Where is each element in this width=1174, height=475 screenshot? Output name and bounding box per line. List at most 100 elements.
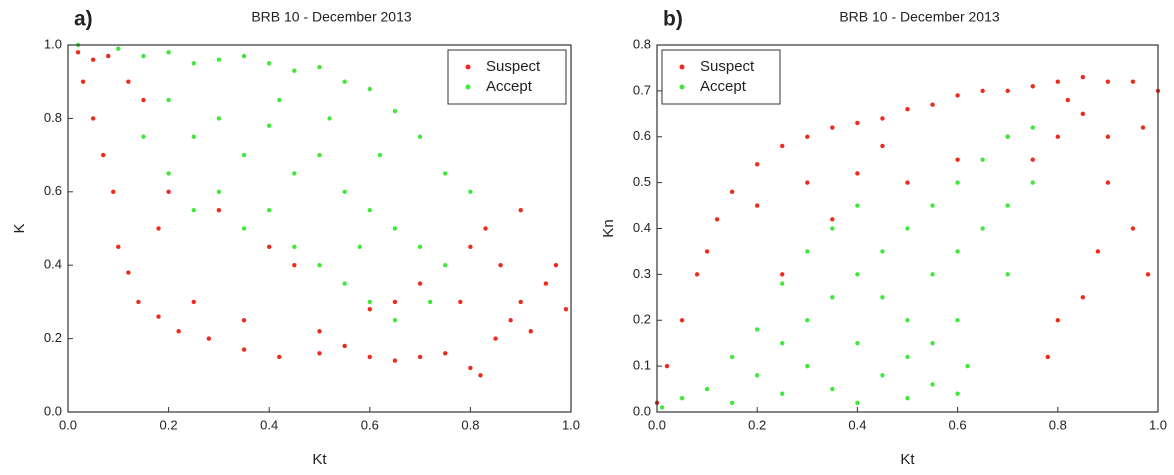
- point: [855, 400, 860, 406]
- point: [191, 134, 196, 139]
- point: [277, 354, 282, 360]
- point: [780, 143, 785, 149]
- point: [905, 180, 910, 185]
- legend-box: [447, 49, 567, 105]
- point: [805, 134, 810, 139]
- point: [1105, 180, 1111, 185]
- point: [216, 207, 222, 213]
- point: [141, 53, 146, 59]
- y-tick-label: 0.6: [633, 128, 651, 143]
- point: [357, 244, 362, 250]
- point: [1005, 134, 1010, 139]
- point: [166, 171, 171, 176]
- y-tick-label: 0.5: [633, 174, 651, 189]
- point: [955, 157, 960, 162]
- point: [116, 244, 121, 250]
- x-axis-label: Kt: [900, 451, 915, 468]
- point: [780, 281, 785, 286]
- y-axis-label: Kn: [600, 219, 617, 237]
- point: [805, 180, 810, 185]
- point: [880, 249, 885, 254]
- x-tick-label: 1.0: [562, 417, 580, 432]
- point: [880, 116, 885, 121]
- point: [1140, 125, 1146, 130]
- point: [191, 207, 196, 213]
- point: [1030, 180, 1035, 185]
- point: [176, 329, 181, 334]
- point: [458, 299, 463, 305]
- point: [1095, 249, 1101, 254]
- point: [955, 391, 960, 396]
- point: [679, 318, 685, 323]
- point: [101, 152, 106, 158]
- point: [659, 405, 665, 410]
- point: [1030, 157, 1035, 162]
- y-tick-label: 0.6: [44, 183, 62, 198]
- point: [392, 299, 398, 305]
- point: [317, 64, 322, 70]
- point: [342, 189, 347, 194]
- point: [805, 318, 810, 323]
- point: [905, 107, 910, 112]
- point: [156, 226, 161, 231]
- point: [880, 143, 885, 149]
- point: [417, 134, 423, 139]
- y-tick-label: 0.4: [633, 220, 651, 235]
- y-tick-label: 0.4: [44, 257, 62, 272]
- x-tick-label: 0.0: [59, 417, 77, 432]
- point: [342, 343, 347, 349]
- point: [483, 226, 488, 231]
- point: [317, 329, 322, 334]
- legend-label: Suspect: [486, 58, 541, 75]
- panel-label: b): [663, 8, 683, 31]
- point: [1005, 272, 1010, 277]
- point: [90, 116, 96, 121]
- point: [392, 108, 398, 114]
- point: [729, 354, 735, 360]
- point: [905, 354, 910, 360]
- point: [443, 263, 448, 268]
- x-tick-label: 0.4: [260, 417, 278, 432]
- point: [141, 134, 146, 139]
- point: [317, 263, 322, 268]
- point: [930, 340, 935, 346]
- y-tick-label: 0.0: [44, 403, 62, 418]
- point: [830, 217, 835, 222]
- point: [468, 365, 473, 371]
- point: [392, 318, 398, 323]
- y-tick-label: 0.2: [633, 312, 651, 327]
- point: [805, 363, 810, 369]
- point: [980, 157, 985, 162]
- legend-label: Accept: [700, 78, 747, 95]
- point: [930, 102, 935, 107]
- point: [780, 272, 785, 277]
- point: [317, 351, 322, 356]
- point: [855, 340, 860, 346]
- point: [704, 386, 710, 392]
- y-tick-label: 0.0: [633, 403, 651, 418]
- point: [755, 373, 760, 378]
- point: [377, 152, 383, 158]
- point: [905, 396, 910, 401]
- point: [508, 318, 513, 323]
- point: [106, 53, 111, 59]
- point: [443, 171, 448, 176]
- point: [241, 318, 247, 323]
- point: [855, 203, 860, 208]
- point: [292, 263, 297, 268]
- point: [191, 299, 196, 305]
- point: [317, 152, 322, 158]
- point: [1130, 226, 1136, 231]
- x-tick-label: 0.0: [648, 417, 666, 432]
- point: [367, 299, 372, 305]
- point: [367, 307, 372, 312]
- point: [126, 270, 131, 275]
- point: [342, 281, 347, 286]
- point: [1105, 79, 1111, 84]
- point: [1080, 74, 1086, 80]
- point: [241, 347, 247, 352]
- point: [111, 189, 116, 194]
- y-tick-label: 1.0: [44, 36, 62, 51]
- point: [930, 272, 935, 277]
- point: [241, 152, 247, 158]
